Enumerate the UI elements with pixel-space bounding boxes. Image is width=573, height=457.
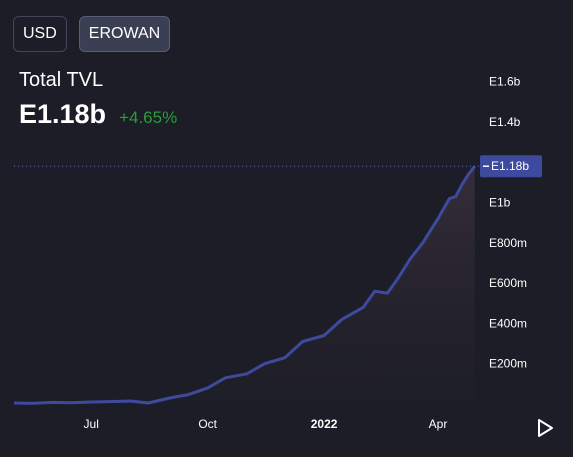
- erowan-button[interactable]: EROWAN: [78, 16, 171, 52]
- current-value-label: E1.18b: [491, 159, 529, 173]
- x-axis: Jul Oct 2022 Apr: [84, 417, 448, 431]
- tvl-line: [13, 165, 476, 405]
- y-tick-label: E1b: [489, 196, 511, 210]
- current-value-marker: E1.18b: [14, 155, 542, 178]
- x-tick-label: Apr: [429, 417, 448, 431]
- y-tick-label: E200m: [489, 357, 527, 371]
- y-tick-label: E1.6b: [489, 75, 521, 89]
- current-value-badge: [480, 155, 542, 178]
- tvl-area: [14, 166, 475, 404]
- y-tick-label: E600m: [489, 276, 527, 290]
- play-icon[interactable]: [535, 418, 555, 438]
- y-tick-label: E400m: [489, 316, 527, 330]
- y-tick-label: E800m: [489, 236, 527, 250]
- currency-toggle: USD EROWAN: [13, 16, 171, 52]
- usd-button[interactable]: USD: [13, 16, 67, 52]
- tvl-value: E1.18b: [19, 99, 107, 129]
- value-row: E1.18b +4.65%: [19, 99, 177, 130]
- tvl-change: +4.65%: [119, 108, 178, 127]
- chart-title: Total TVL: [19, 69, 104, 91]
- x-tick-label: Oct: [198, 417, 217, 431]
- x-tick-label: 2022: [311, 417, 338, 431]
- y-tick-label: E1.4b: [489, 115, 521, 129]
- line-layer: [13, 165, 476, 405]
- x-tick-label: Jul: [84, 417, 99, 431]
- area-layer: [14, 166, 475, 404]
- y-axis: E200m E400m E600m E800m E1b E1.4b E1.6b: [489, 75, 527, 371]
